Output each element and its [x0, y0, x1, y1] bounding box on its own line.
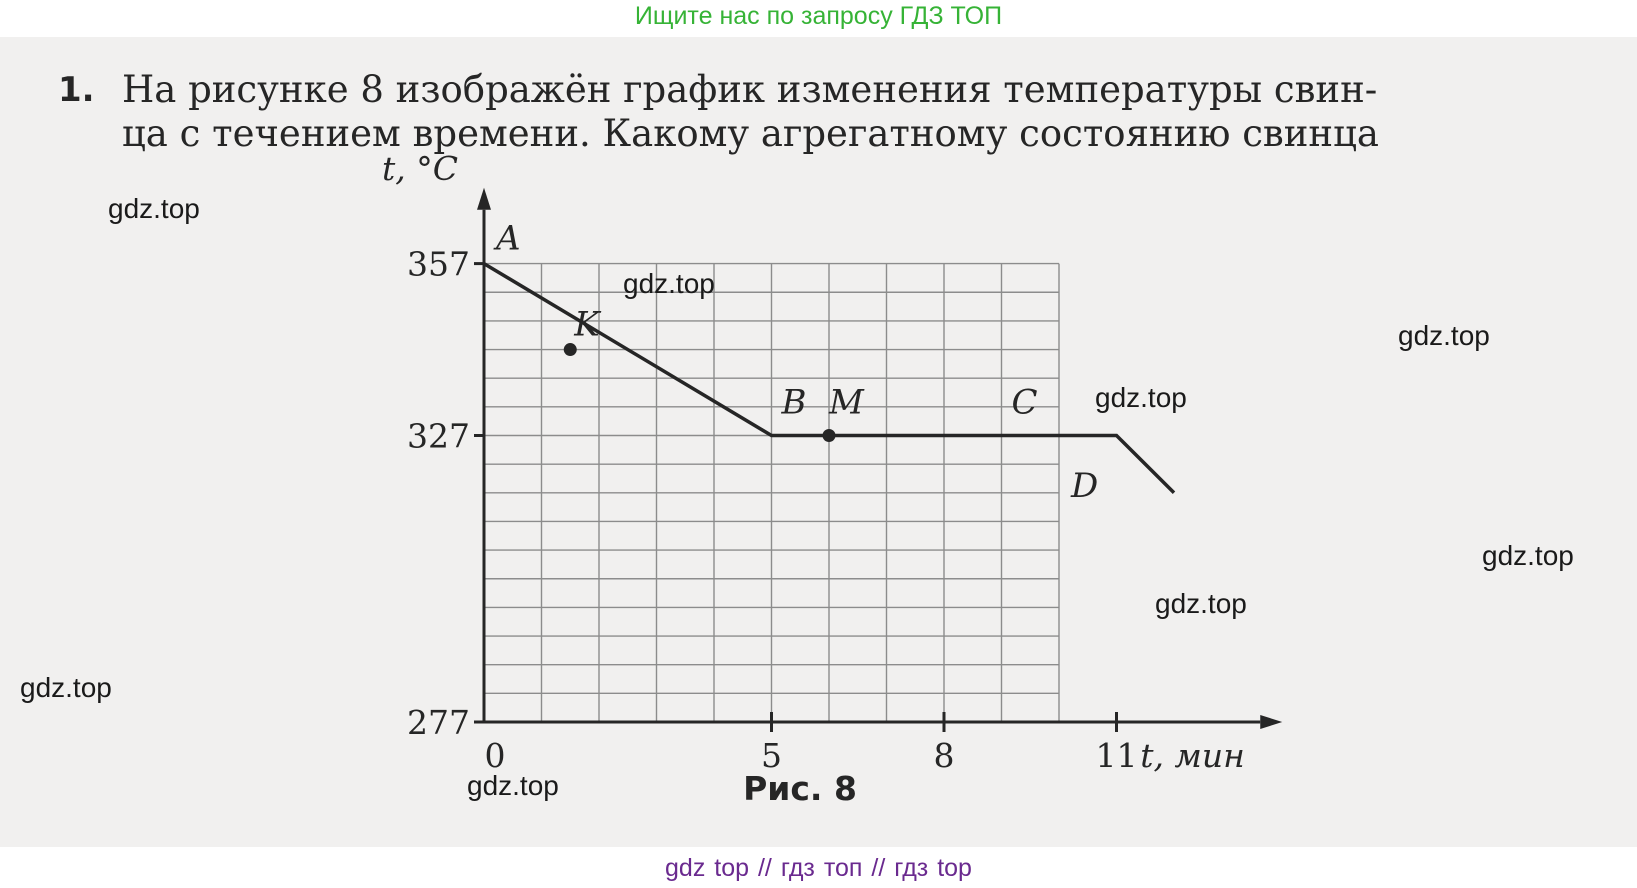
point-label-k: K	[573, 305, 602, 345]
bottom-banner: gdz top // гдз топ // гдз top	[665, 854, 972, 882]
x-axis-arrow	[1260, 715, 1283, 729]
point-label-m: M	[828, 383, 865, 423]
x-tick-label: 11	[1096, 736, 1138, 775]
y-axis-label: t, °C	[382, 149, 458, 188]
y-axis-arrow	[477, 187, 491, 210]
textbook-page	[0, 37, 1637, 847]
x-tick-label: 5	[761, 736, 782, 775]
watermark: gdz.top	[108, 193, 200, 224]
problem-text: 1. На рисунке 8 изображён график изменен…	[58, 68, 1603, 156]
top-banner: Ищите нас по запросу ГДЗ ТОП	[634, 2, 1003, 30]
problem-line-2: ца с течением времени. Какому агрегатном…	[122, 112, 1379, 155]
point-label-b: B	[781, 383, 807, 423]
watermark: gdz.top	[1398, 320, 1490, 351]
y-tick-label: 357	[407, 245, 470, 284]
point-label-a: A	[493, 219, 521, 259]
watermark: gdz.top	[1155, 588, 1247, 619]
point-marker-m	[822, 429, 836, 442]
watermark: gdz.top	[1095, 382, 1187, 413]
point-marker-k	[563, 343, 577, 357]
watermark: gdz.top	[467, 770, 559, 801]
x-tick-label: 8	[934, 736, 955, 775]
point-label-c: C	[1012, 383, 1038, 423]
problem-line-1: На рисунке 8 изображён график изменения …	[122, 68, 1378, 111]
watermark: gdz.top	[623, 268, 715, 299]
y-tick-label: 327	[407, 417, 470, 456]
problem-number: 1.	[58, 70, 95, 110]
point-label-d: D	[1070, 466, 1098, 506]
figure-caption: Рис. 8	[743, 769, 857, 808]
x-tick-label: 0	[485, 736, 506, 775]
watermark: gdz.top	[1482, 540, 1574, 571]
watermark: gdz.top	[20, 672, 112, 703]
y-tick-label: 277	[407, 703, 470, 742]
x-axis-label: t, мин	[1140, 736, 1245, 775]
temperature-line	[483, 262, 1176, 495]
